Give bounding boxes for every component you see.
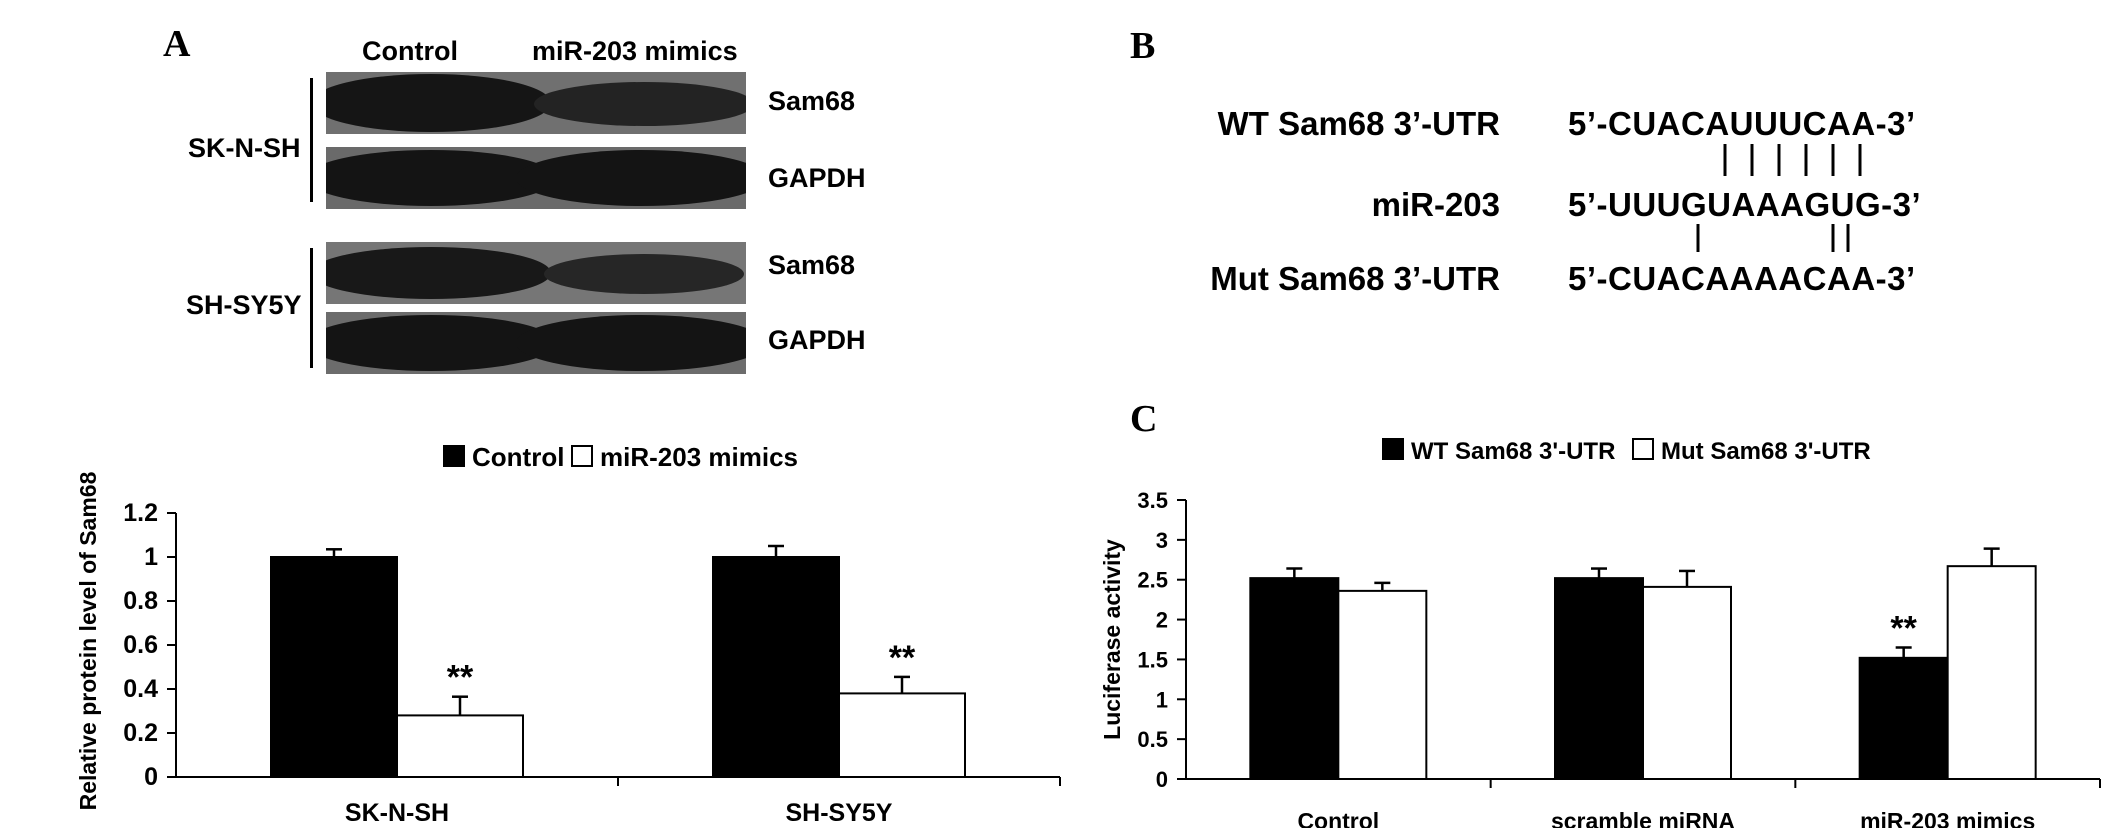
y-tick-label: 3.5 xyxy=(1137,488,1168,513)
legend-swatch xyxy=(571,445,593,467)
y-tick-label: 3 xyxy=(1156,528,1168,553)
y-tick-label: 1.2 xyxy=(123,499,158,527)
bar xyxy=(270,556,398,778)
panel-letter-a: A xyxy=(163,23,191,65)
x-category-label: scramble miRNA xyxy=(1551,808,1735,828)
bar xyxy=(1249,577,1340,780)
y-tick-label: 1 xyxy=(144,543,158,571)
legend-swatch xyxy=(1382,438,1404,460)
bracket-sknsh xyxy=(310,78,313,202)
y-tick-label: 1.5 xyxy=(1137,647,1168,672)
y-tick-label: 0 xyxy=(1156,767,1168,792)
cell-line-label-sknsh: SK-N-SH xyxy=(188,133,301,163)
seq-mut: 5’-CUACAAAACAA-3’ xyxy=(1568,260,1916,297)
seq-wt: 5’-CUACAUUUCAA-3’ xyxy=(1568,105,1916,142)
seq-mir203: 5’-UUUGUAAAGUG-3’ xyxy=(1568,186,1922,223)
legend-label: WT Sam68 3'-UTR xyxy=(1411,438,1615,465)
y-tick-label: 0.8 xyxy=(123,587,158,615)
cell-line-label-shsy5y: SH-SY5Y xyxy=(186,290,302,320)
seq-name-mir203: miR-203 xyxy=(1371,186,1500,223)
y-tick-label: 0.6 xyxy=(123,631,158,659)
blot-row-label-4: GAPDH xyxy=(768,325,866,355)
panel-letter-c: C xyxy=(1130,398,1158,440)
seq-name-mut: Mut Sam68 3’-UTR xyxy=(1210,260,1500,297)
lane-label-control: Control xyxy=(362,36,458,66)
blot-sknsh-gapdh xyxy=(326,147,746,209)
legend-label: Mut Sam68 3'-UTR xyxy=(1661,438,1871,465)
panel-letter-b: B xyxy=(1130,25,1156,67)
legend-swatch xyxy=(443,445,465,467)
blot-shsy5y-sam68 xyxy=(326,242,746,304)
y-tick-label: 0.5 xyxy=(1137,727,1168,752)
protein-level-chart: 0 0.2 0.4 0.6 0.8 1 1.2 ** SK-N-SH ** SH-SY5Y Relat… xyxy=(75,442,1061,827)
bar xyxy=(1554,577,1644,780)
y-tick-label: 2.5 xyxy=(1137,568,1168,593)
bar xyxy=(838,692,966,778)
x-category-label: miR-203 mimics xyxy=(1860,808,2035,828)
y-axis-label: Luciferase activity xyxy=(1099,539,1125,740)
legend-label: Control xyxy=(472,442,564,472)
bar xyxy=(1642,585,1732,780)
blot-sknsh-sam68 xyxy=(326,72,746,134)
x-category-label: SH-SY5Y xyxy=(786,799,893,827)
y-tick-label: 0.2 xyxy=(123,719,158,747)
y-tick-label: 0.4 xyxy=(123,675,158,703)
x-category-label: SK-N-SH xyxy=(345,799,449,827)
luciferase-chart: 0 0.5 1 1.5 2 2.5 3 3.5 Control scramble miRNA ** m… xyxy=(1099,438,2101,828)
y-axis-label: Relative protein level of Sam68 xyxy=(75,471,101,810)
y-tick-label: 1 xyxy=(1156,687,1168,712)
bar xyxy=(396,714,524,778)
seq-name-wt: WT Sam68 3’-UTR xyxy=(1217,105,1500,142)
legend-swatch xyxy=(1632,438,1654,460)
legend-label: miR-203 mimics xyxy=(600,442,798,472)
bar xyxy=(1337,589,1428,780)
base-pair-lines xyxy=(1696,144,1862,252)
significance-marker: ** xyxy=(447,659,474,697)
blot-row-label-3: Sam68 xyxy=(768,250,856,280)
bar xyxy=(712,556,840,778)
y-tick-label: 2 xyxy=(1156,608,1168,633)
x-category-label: Control xyxy=(1297,808,1379,828)
blot-shsy5y-gapdh xyxy=(326,312,746,374)
significance-marker: ** xyxy=(889,639,916,677)
bar xyxy=(1946,565,2037,780)
bar xyxy=(1858,656,1949,780)
blot-row-label-2: GAPDH xyxy=(768,163,866,193)
lane-label-mimics: miR-203 mimics xyxy=(532,36,738,66)
significance-marker: ** xyxy=(1890,609,1917,647)
blot-row-label-1: Sam68 xyxy=(768,86,856,116)
y-tick-label: 0 xyxy=(144,763,158,791)
bracket-shsy5y xyxy=(310,248,313,368)
